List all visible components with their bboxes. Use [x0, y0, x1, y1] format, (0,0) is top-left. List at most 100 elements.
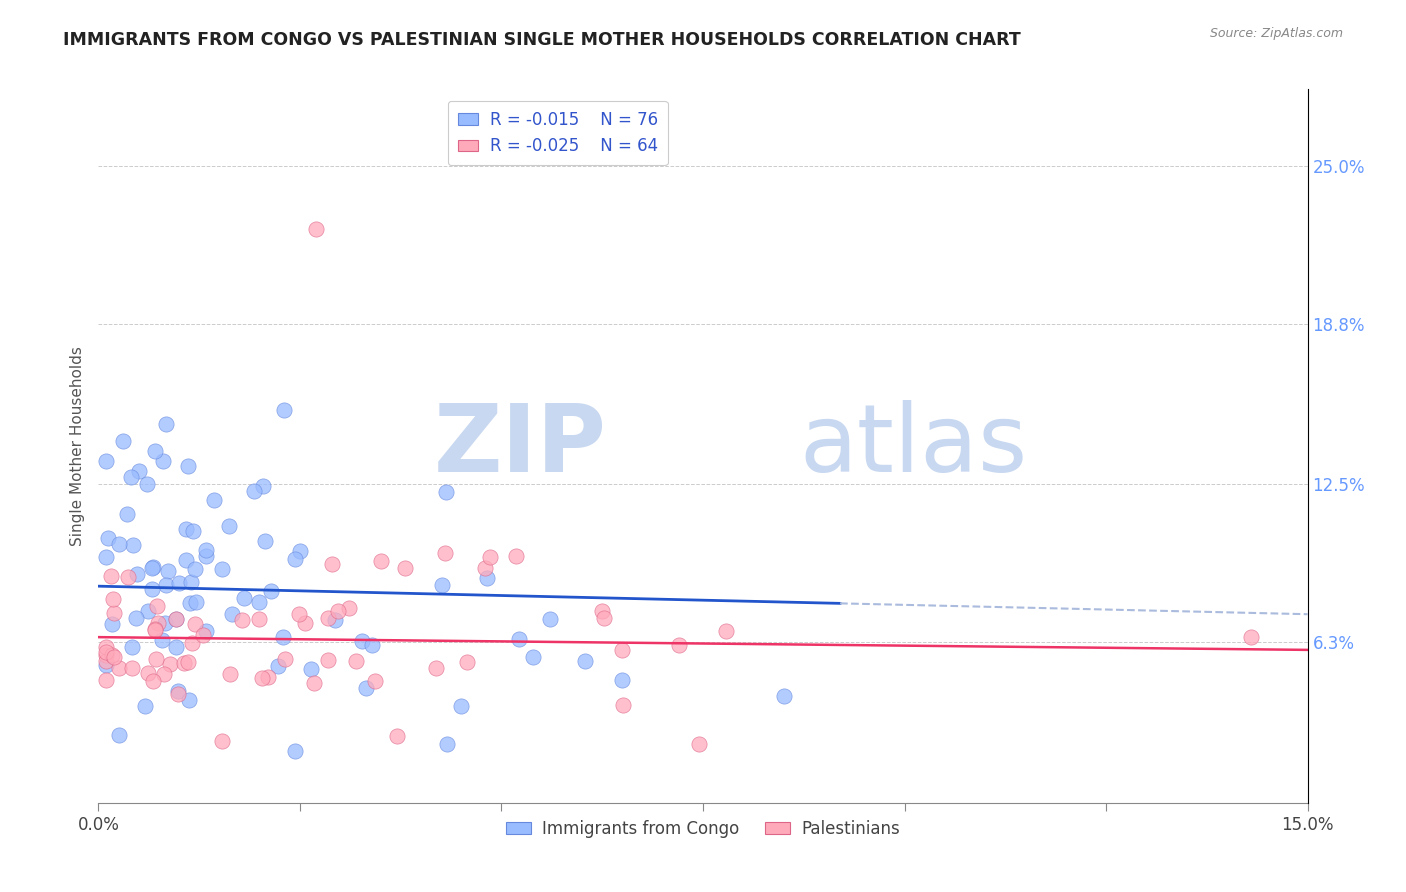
- Point: [430, 578, 453, 592]
- Point: [591, 604, 613, 618]
- Point: [508, 632, 530, 647]
- Point: [505, 549, 527, 563]
- Text: ZIP: ZIP: [433, 400, 606, 492]
- Point: [612, 698, 634, 713]
- Point: [181, 524, 204, 539]
- Point: [688, 738, 710, 752]
- Point: [323, 613, 346, 627]
- Point: [96, 640, 118, 654]
- Point: [339, 600, 361, 615]
- Point: [231, 613, 253, 627]
- Point: [141, 561, 163, 575]
- Text: Source: ZipAtlas.com: Source: ZipAtlas.com: [1209, 27, 1343, 40]
- Point: [101, 592, 124, 607]
- Legend: Immigrants from Congo, Palestinians: Immigrants from Congo, Palestinians: [499, 814, 907, 845]
- Point: [145, 651, 167, 665]
- Point: [165, 612, 187, 626]
- Point: [302, 676, 325, 690]
- Point: [714, 624, 737, 639]
- Point: [1240, 630, 1263, 644]
- Point: [772, 689, 794, 703]
- Point: [174, 553, 197, 567]
- Point: [125, 611, 148, 625]
- Point: [100, 568, 122, 582]
- Point: [159, 657, 181, 671]
- Point: [456, 655, 478, 669]
- Point: [273, 403, 295, 417]
- Point: [522, 650, 544, 665]
- Point: [143, 623, 166, 637]
- Point: [146, 599, 169, 613]
- Point: [165, 612, 187, 626]
- Point: [475, 571, 498, 585]
- Point: [247, 594, 270, 608]
- Point: [103, 649, 125, 664]
- Point: [287, 607, 309, 621]
- Point: [434, 546, 457, 560]
- Point: [252, 479, 274, 493]
- Point: [96, 645, 118, 659]
- Point: [394, 561, 416, 575]
- Point: [257, 670, 280, 684]
- Point: [352, 634, 374, 648]
- Point: [294, 615, 316, 630]
- Point: [165, 640, 187, 654]
- Point: [211, 562, 233, 576]
- Point: [254, 534, 277, 549]
- Point: [288, 543, 311, 558]
- Point: [305, 222, 328, 236]
- Point: [143, 444, 166, 458]
- Point: [173, 657, 195, 671]
- Point: [326, 604, 349, 618]
- Point: [425, 661, 447, 675]
- Point: [194, 624, 217, 639]
- Point: [271, 630, 294, 644]
- Point: [211, 734, 233, 748]
- Point: [96, 654, 118, 668]
- Point: [284, 744, 307, 758]
- Point: [96, 453, 118, 467]
- Point: [153, 615, 176, 630]
- Point: [221, 607, 243, 622]
- Point: [218, 518, 240, 533]
- Point: [436, 484, 458, 499]
- Point: [136, 666, 159, 681]
- Point: [436, 738, 458, 752]
- Point: [128, 465, 150, 479]
- Point: [592, 611, 614, 625]
- Point: [177, 655, 200, 669]
- Point: [179, 597, 201, 611]
- Point: [612, 673, 634, 688]
- Point: [96, 657, 118, 672]
- Point: [195, 542, 218, 557]
- Point: [283, 551, 305, 566]
- Point: [184, 562, 207, 576]
- Point: [155, 417, 177, 431]
- Point: [370, 554, 392, 568]
- Point: [108, 728, 131, 742]
- Point: [186, 595, 208, 609]
- Point: [121, 640, 143, 654]
- Point: [361, 638, 384, 652]
- Point: [219, 667, 242, 681]
- Point: [111, 434, 134, 448]
- Point: [181, 636, 204, 650]
- Point: [176, 459, 198, 474]
- Point: [474, 561, 496, 575]
- Point: [194, 549, 217, 564]
- Point: [96, 549, 118, 564]
- Point: [177, 693, 200, 707]
- Point: [156, 565, 179, 579]
- Point: [385, 729, 408, 743]
- Point: [117, 570, 139, 584]
- Point: [612, 643, 634, 657]
- Point: [152, 667, 174, 681]
- Text: IMMIGRANTS FROM CONGO VS PALESTINIAN SINGLE MOTHER HOUSEHOLDS CORRELATION CHART: IMMIGRANTS FROM CONGO VS PALESTINIAN SIN…: [63, 31, 1021, 49]
- Point: [274, 651, 297, 665]
- Point: [668, 638, 690, 652]
- Point: [135, 477, 157, 491]
- Point: [450, 698, 472, 713]
- Point: [299, 662, 322, 676]
- Point: [108, 536, 131, 550]
- Point: [146, 615, 169, 630]
